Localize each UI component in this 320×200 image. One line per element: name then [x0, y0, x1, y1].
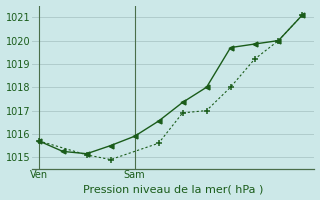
X-axis label: Pression niveau de la mer( hPa ): Pression niveau de la mer( hPa ) [83, 184, 263, 194]
